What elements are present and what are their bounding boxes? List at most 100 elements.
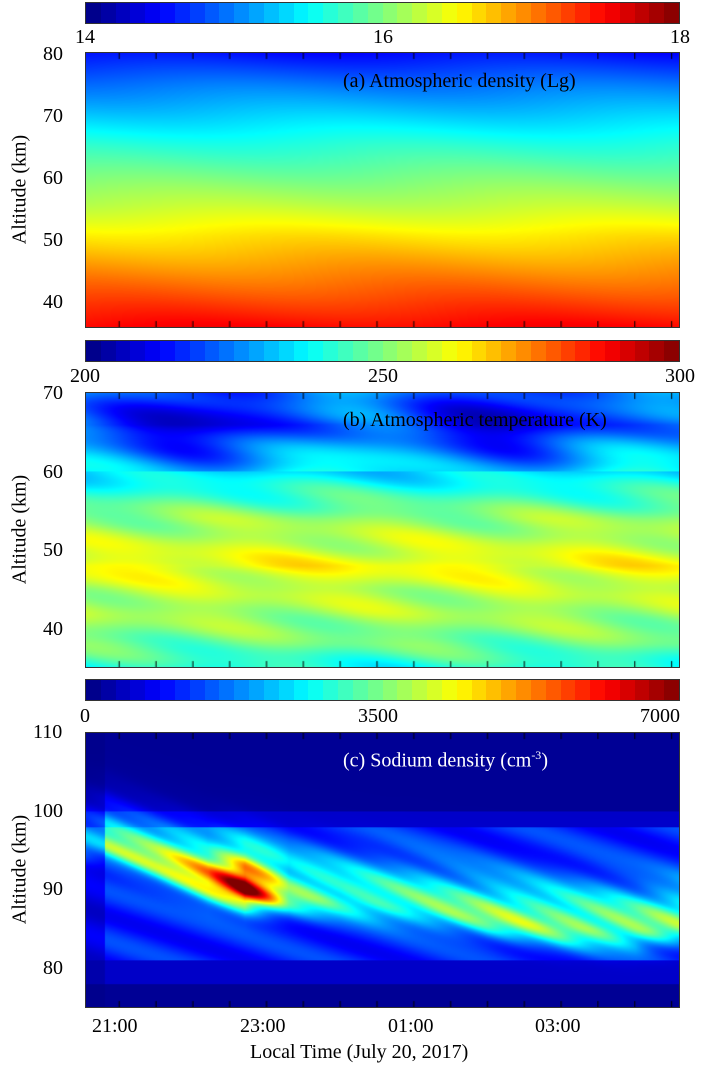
y-tick: 80 (43, 43, 63, 65)
colorbar-segment (501, 680, 517, 700)
heatmap-cells (86, 733, 679, 1007)
colorbar-segment (441, 680, 457, 700)
colorbar-segment (412, 3, 428, 23)
cbar-a-tick: 16 (373, 26, 393, 48)
x-tick: 23:00 (240, 1015, 286, 1037)
colorbar-segment (604, 341, 620, 361)
colorbar-segment (204, 3, 220, 23)
colorbar-segment (560, 680, 576, 700)
cbar-a-tick: 18 (670, 26, 690, 48)
colorbar-segment (293, 680, 309, 700)
colorbar-segment (174, 341, 190, 361)
colorbar-segment (204, 341, 220, 361)
colorbar-segment (427, 3, 442, 23)
colorbar-segment (560, 3, 576, 23)
colorbar-segment (160, 680, 175, 700)
colorbar-c (85, 679, 680, 701)
colorbar-segment (560, 341, 576, 361)
colorbar-segment (382, 680, 398, 700)
colorbar-segment (338, 341, 353, 361)
colorbar-segment (249, 341, 264, 361)
sodium-heatmap (85, 732, 680, 1008)
colorbar-segment (486, 3, 502, 23)
y-tick: 70 (43, 105, 63, 127)
colorbar-segment (249, 680, 264, 700)
colorbar-segment (115, 3, 131, 23)
colorbar-segment (486, 341, 502, 361)
colorbar-segment (619, 341, 635, 361)
x-tick: 01:00 (388, 1015, 434, 1037)
colorbar-segment (456, 3, 472, 23)
colorbar-segment (323, 341, 339, 361)
colorbar-segment (530, 341, 546, 361)
colorbar-segment (664, 680, 680, 700)
colorbar-segment (293, 341, 309, 361)
cbar-b-tick: 250 (368, 365, 398, 387)
colorbar-segment (397, 680, 413, 700)
colorbar-segment (189, 680, 205, 700)
colorbar-segment (323, 680, 339, 700)
colorbar-segment (619, 680, 635, 700)
panel-b-title: (b) Atmospheric temperature (K) (343, 409, 607, 431)
colorbar-segment (234, 341, 250, 361)
cbar-c-tick: 7000 (640, 705, 680, 727)
colorbar-segment (160, 341, 175, 361)
colorbar-segment (471, 3, 487, 23)
colorbar-segment (189, 341, 205, 361)
cbar-c-tick: 0 (80, 705, 90, 727)
colorbar-segment (604, 3, 620, 23)
colorbar-segment (130, 341, 146, 361)
colorbar-segment (649, 3, 665, 23)
colorbar-segment (278, 3, 294, 23)
colorbar-segment (427, 680, 442, 700)
colorbar-segment (100, 3, 116, 23)
colorbar-segment (545, 680, 561, 700)
colorbar-segment (174, 680, 190, 700)
colorbar-segment (100, 680, 116, 700)
y-axis-label: Altitude (km) (8, 814, 31, 925)
colorbar-segment (575, 680, 591, 700)
colorbar-segment (338, 3, 353, 23)
y-tick: 50 (43, 229, 63, 251)
panel-a-title: (a) Atmospheric density (Lg) (343, 70, 576, 92)
colorbar-segment (412, 680, 428, 700)
colorbar-segment (86, 680, 101, 700)
colorbar-segment (352, 3, 368, 23)
colorbar-segment (590, 341, 605, 361)
colorbar-segment (412, 341, 428, 361)
colorbar-segment (323, 3, 339, 23)
colorbar-segment (634, 680, 650, 700)
colorbar-segment (278, 341, 294, 361)
colorbar-segment (234, 680, 250, 700)
colorbar-segment (145, 680, 161, 700)
y-tick: 60 (43, 461, 63, 483)
temperature-heatmap (85, 392, 680, 668)
colorbar-segment (86, 341, 101, 361)
colorbar-segment (516, 341, 531, 361)
x-axis-label: Local Time (July 20, 2017) (250, 1041, 469, 1063)
colorbar-segment (530, 680, 546, 700)
colorbar-segment (189, 3, 205, 23)
colorbar-segment (516, 3, 531, 23)
colorbar-segment (501, 3, 517, 23)
colorbar-segment (471, 680, 487, 700)
colorbar-segment (441, 341, 457, 361)
title-superscript: -3 (531, 748, 542, 762)
title-text-end: ) (541, 749, 548, 772)
colorbar-segment (367, 3, 383, 23)
colorbar-segment (634, 341, 650, 361)
colorbar-b (85, 340, 680, 362)
colorbar-segment (308, 680, 324, 700)
y-axis-label: Altitude (km) (8, 474, 31, 585)
colorbar-segment (293, 3, 309, 23)
colorbar-segment (471, 341, 487, 361)
colorbar-segment (160, 3, 175, 23)
colorbar-segment (145, 341, 161, 361)
colorbar-segment (486, 680, 502, 700)
x-tick: 21:00 (92, 1015, 138, 1037)
y-tick: 80 (43, 957, 63, 979)
colorbar-segment (249, 3, 264, 23)
colorbar-segment (649, 341, 665, 361)
colorbar-segment (86, 3, 101, 23)
colorbar-segment (604, 680, 620, 700)
